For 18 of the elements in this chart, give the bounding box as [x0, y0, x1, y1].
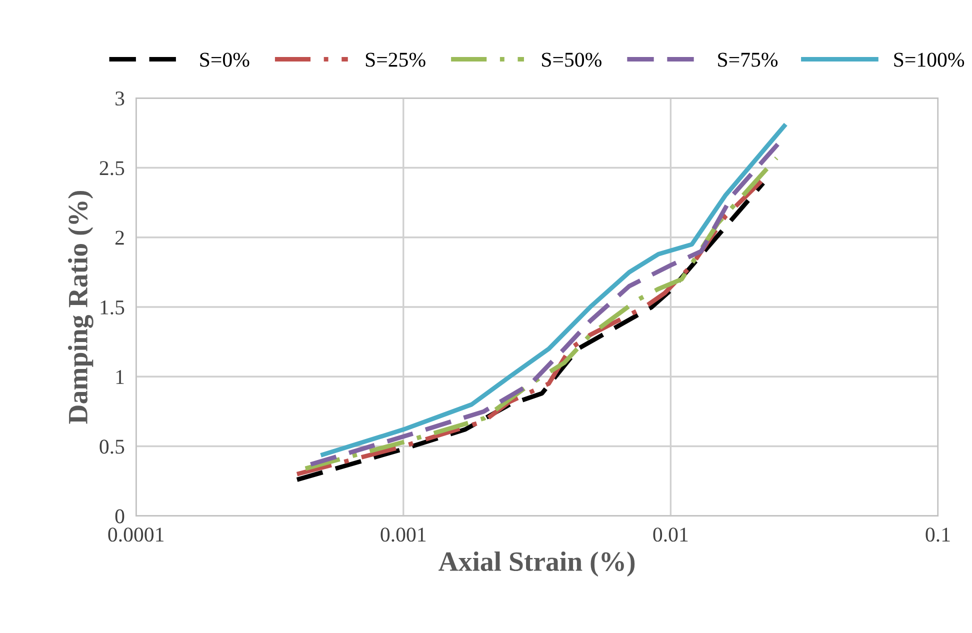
y-tick-label: 2.5: [100, 161, 124, 176]
x-axis-title: Axial Strain (%): [438, 551, 635, 577]
x-tick-label: 0.0001: [108, 528, 164, 542]
x-tick-label: 0.001: [380, 528, 426, 542]
x-tick-label: 0.1: [926, 528, 950, 542]
y-tick-label: 2: [115, 230, 124, 245]
legend-label: S=100%: [894, 52, 964, 67]
y-tick-label: 3: [116, 92, 124, 106]
y-tick-label: 0.5: [100, 440, 124, 454]
y-tick-label: 0: [115, 509, 124, 524]
x-tick-label: 0.01: [653, 528, 688, 542]
y-axis-title: Damping Ratio (%): [68, 190, 94, 424]
legend-label: S=75%: [718, 52, 778, 67]
legend-label: S=0%: [200, 52, 250, 67]
legend-label: S=25%: [366, 52, 426, 67]
legend-label: S=50%: [542, 52, 602, 67]
y-tick-label: 1: [116, 370, 124, 384]
y-tick-label: 1.5: [100, 300, 124, 315]
